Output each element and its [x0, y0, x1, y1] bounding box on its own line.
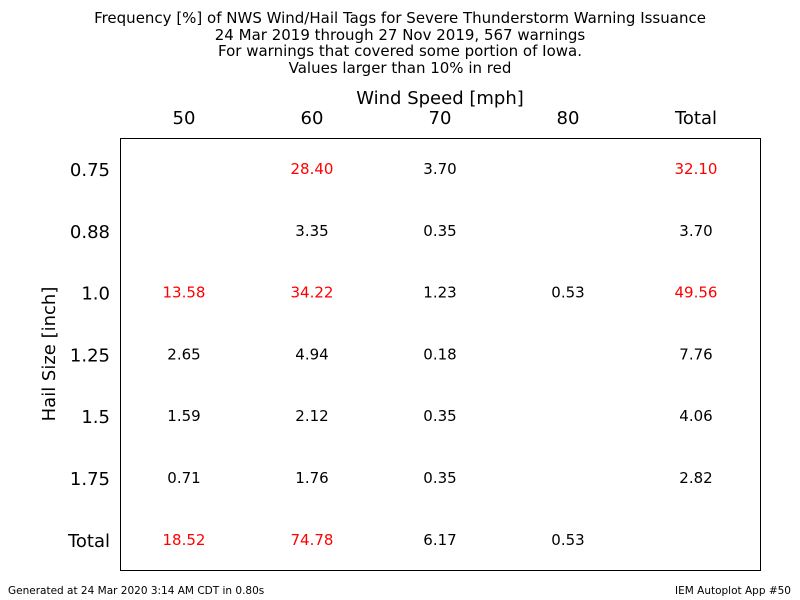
- table-cell: 74.78: [291, 531, 334, 549]
- y-axis-label: Hail Size [inch]: [39, 287, 60, 422]
- plot-frame: [120, 138, 761, 571]
- footer-app: IEM Autoplot App #50: [675, 585, 791, 597]
- table-cell: 1.59: [167, 407, 200, 425]
- table-cell: 6.17: [423, 531, 456, 549]
- table-cell: 49.56: [675, 284, 718, 302]
- table-cell: 4.94: [295, 345, 328, 363]
- row-label-0-75: 0.75: [70, 160, 110, 181]
- title-line-2: 24 Mar 2019 through 27 Nov 2019, 567 war…: [214, 25, 586, 44]
- title-line-3: For warnings that covered some portion o…: [218, 42, 582, 60]
- title-line-1: Frequency [%] of NWS Wind/Hail Tags for …: [94, 9, 706, 27]
- table-cell: 2.65: [167, 345, 200, 363]
- table-cell: 0.71: [167, 469, 200, 487]
- column-tick-labels: 50 60 70 80 Total: [173, 108, 717, 129]
- table-cell: 28.40: [291, 160, 334, 178]
- column-label-80: 80: [557, 108, 580, 129]
- row-tick-labels: 0.75 0.88 1.0 1.25 1.5 1.75 Total: [67, 160, 110, 552]
- table-cell: 0.35: [423, 222, 456, 240]
- row-label-total: Total: [67, 531, 110, 552]
- row-label-1-5: 1.5: [81, 407, 110, 428]
- table-cell: 2.12: [295, 407, 328, 425]
- x-axis-label: Wind Speed [mph]: [356, 88, 524, 109]
- table-cell: 7.76: [679, 345, 712, 363]
- table-cell: 32.10: [675, 160, 718, 178]
- column-label-50: 50: [173, 108, 196, 129]
- column-label-70: 70: [429, 108, 452, 129]
- table-cell: 34.22: [291, 284, 334, 302]
- row-label-1-0: 1.0: [81, 284, 110, 305]
- table-cell: 0.18: [423, 345, 456, 363]
- row-label-1-75: 1.75: [70, 469, 110, 490]
- table-cell: 3.70: [423, 160, 456, 178]
- title-line-4: Values larger than 10% in red: [288, 58, 512, 77]
- table-cell: 0.53: [551, 284, 584, 302]
- table-cell: 0.35: [423, 469, 456, 487]
- table-cell: 18.52: [163, 531, 206, 549]
- footer-generated: Generated at 24 Mar 2020 3:14 AM CDT in …: [8, 585, 265, 597]
- table-cell: 0.35: [423, 407, 456, 425]
- table-cell: 4.06: [679, 407, 712, 425]
- row-label-0-88: 0.88: [70, 222, 110, 243]
- table-cell: 13.58: [163, 284, 206, 302]
- chart-title: Frequency [%] of NWS Wind/Hail Tags for …: [0, 10, 800, 76]
- row-label-1-25: 1.25: [70, 345, 110, 366]
- table-cell: 3.35: [295, 222, 328, 240]
- table-cell: 2.82: [679, 469, 712, 487]
- table-cells: 28.40 3.70 32.10 3.35 0.35 3.70 13.58 34.22 1.23…: [163, 160, 718, 549]
- column-label-60: 60: [301, 108, 324, 129]
- table-cell: 1.76: [295, 469, 328, 487]
- table-cell: 0.53: [551, 531, 584, 549]
- table-cell: 3.70: [679, 222, 712, 240]
- column-label-total: Total: [674, 108, 717, 129]
- table-cell: 1.23: [423, 284, 456, 302]
